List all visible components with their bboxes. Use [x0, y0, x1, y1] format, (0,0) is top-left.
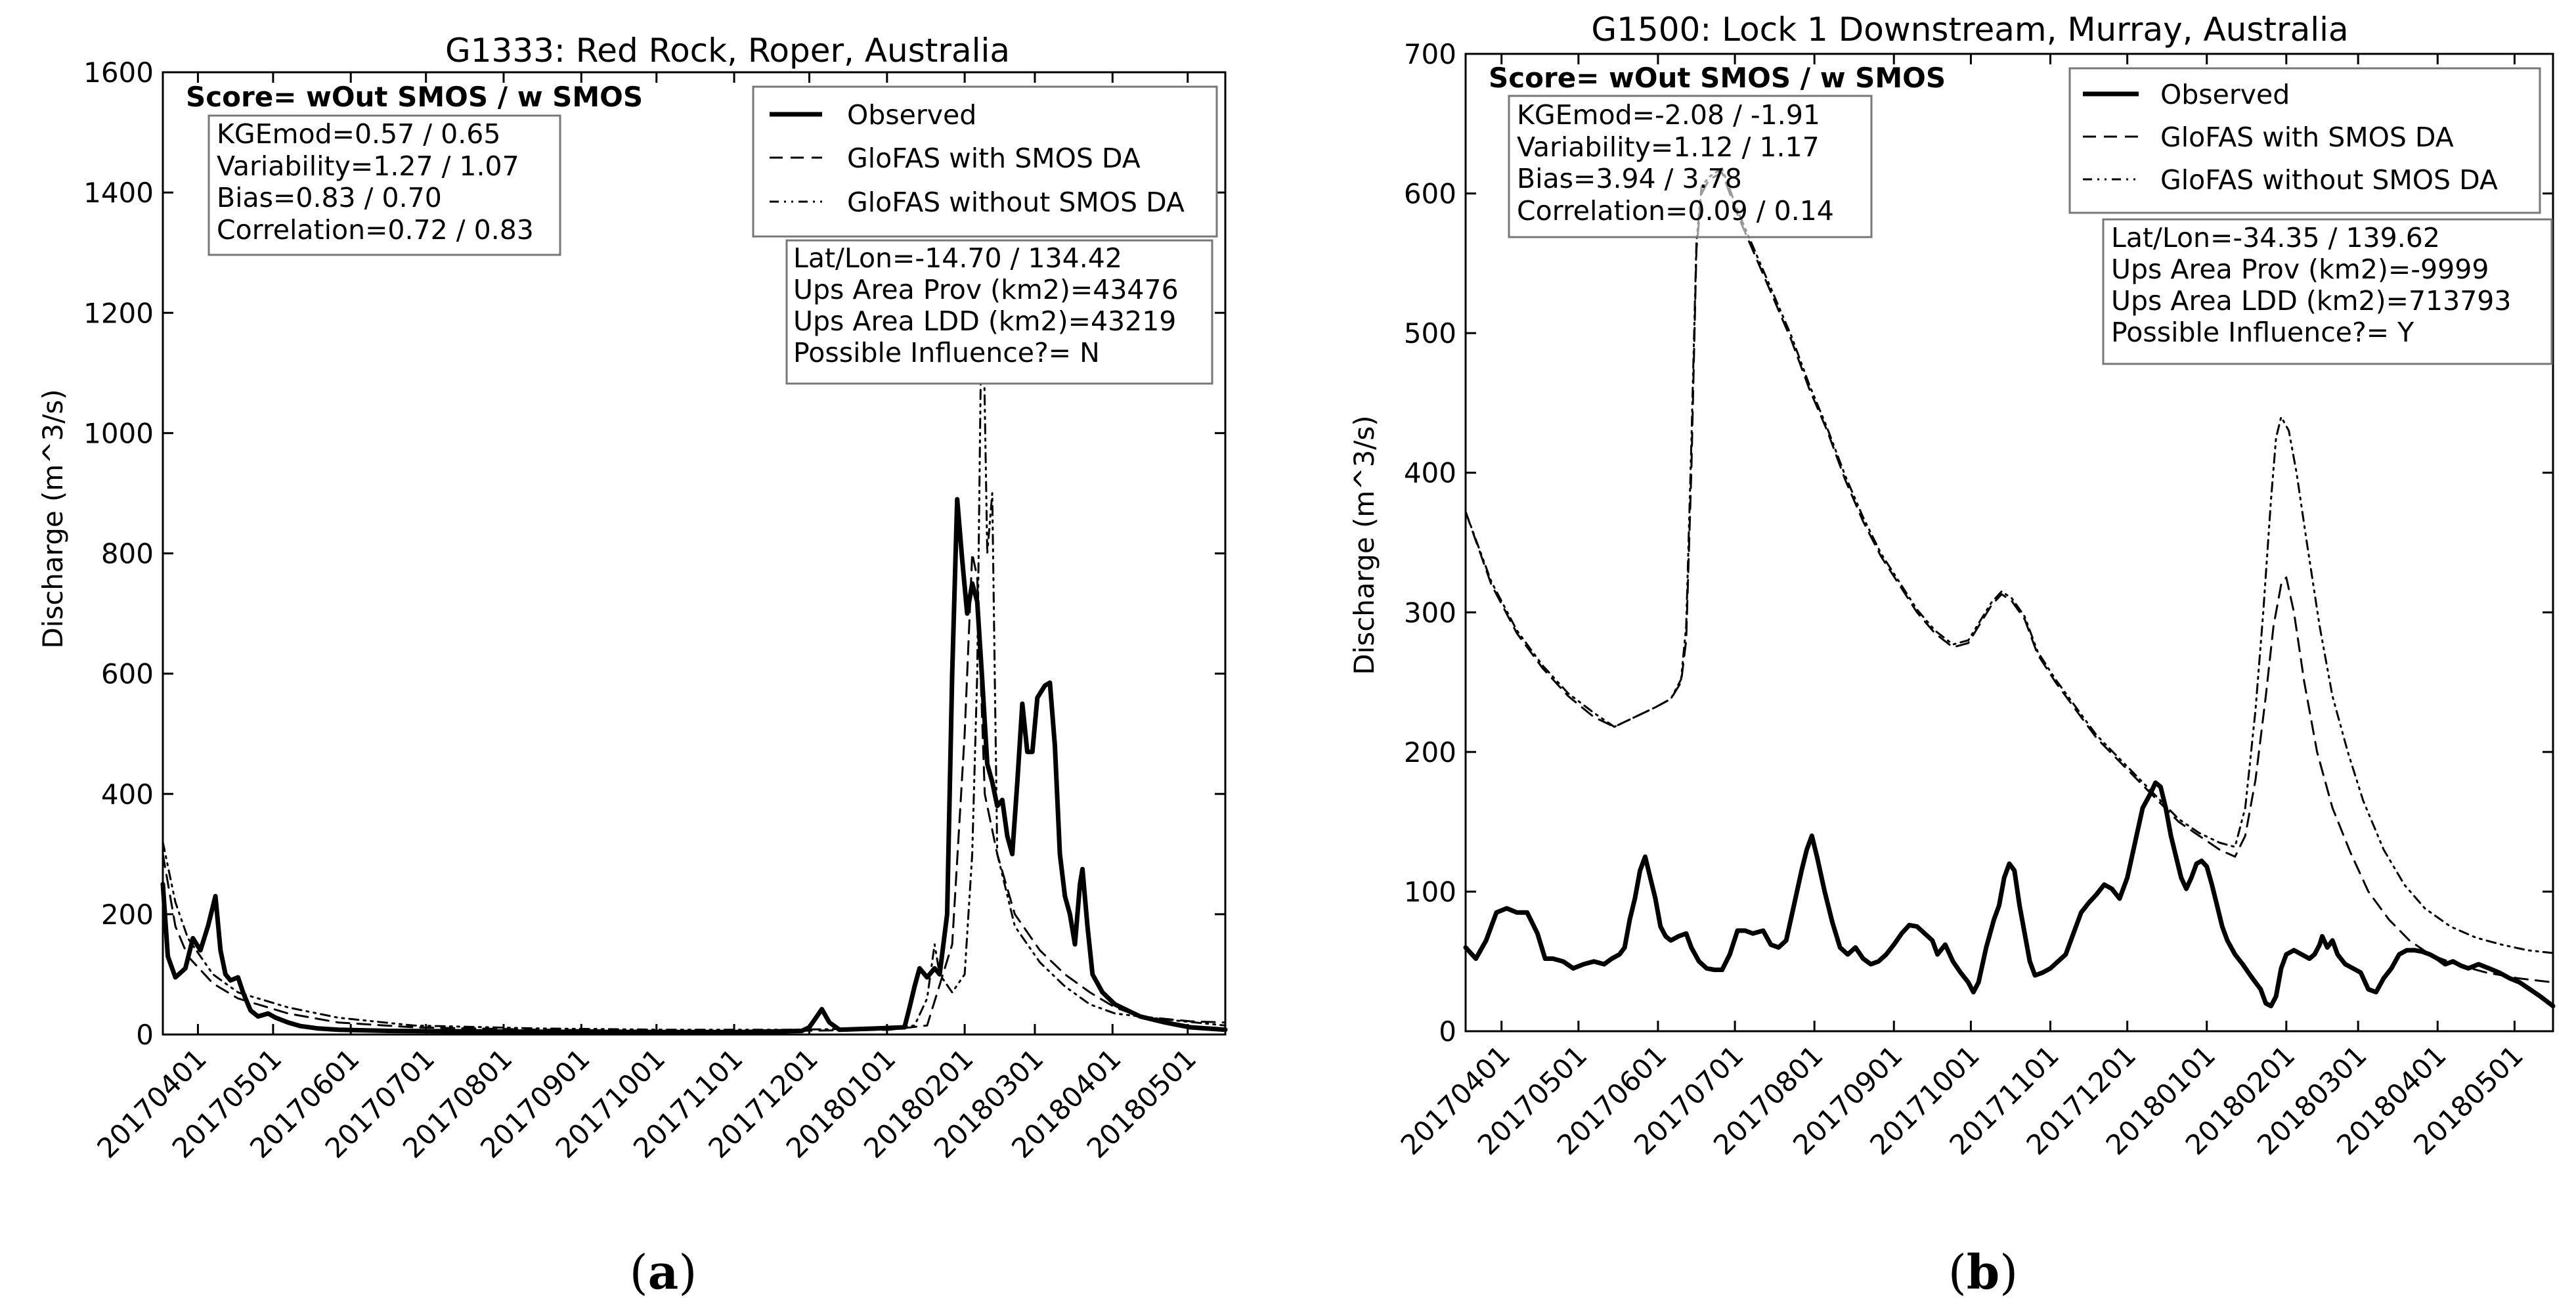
chart-a-legend-with-smos-label: GloFAS with SMOS DA [847, 143, 1141, 174]
chart-b-lines [1463, 167, 2556, 1009]
chart-a-info-area-prov: Ups Area Prov (km2)=43476 [793, 274, 1179, 305]
chart-b-scores-box [1508, 95, 1873, 238]
chart-b-legend-observed-label: Observed [2160, 79, 2290, 110]
chart-b-score-kge: KGEmod=-2.08 / -1.91 [1517, 99, 1820, 131]
chart-a-y-tick-label: 800 [101, 538, 154, 570]
chart-a-y-tick-label: 400 [101, 778, 154, 811]
chart-b: G1500: Lock 1 Downstream, Murray, Austra… [1348, 11, 2556, 1300]
chart-a-title: G1333: Red Rock, Roper, Australia [445, 32, 1010, 70]
chart-a-y-tick-label: 1200 [83, 297, 154, 329]
chart-a-panel-label: (a) [630, 1244, 697, 1300]
chart-a-y-axis-label: Discharge (m^3/s) [37, 389, 69, 648]
chart-a-y-tick-label: 600 [101, 658, 154, 690]
chart-a-score-variability: Variability=1.27 / 1.07 [217, 150, 519, 182]
chart-a-score-title: Score= wOut SMOS / w SMOS [186, 81, 643, 113]
chart-a-score-bias: Bias=0.83 / 0.70 [217, 182, 442, 213]
chart-a-panel-letter: a [648, 1244, 679, 1300]
chart-a-plot-frame [162, 71, 1227, 1036]
chart-b-legend-with-smos-label: GloFAS with SMOS DA [2160, 122, 2454, 153]
chart-b-score-correlation: Correlation=0.09 / 0.14 [1517, 195, 1834, 227]
chart-b-score-variability: Variability=1.12 / 1.17 [1517, 131, 1820, 163]
chart-a-info-latlon: Lat/Lon=-14.70 / 134.42 [793, 242, 1122, 274]
chart-a-legend-without-smos-label: GloFAS without SMOS DA [847, 187, 1185, 218]
chart-b-y-tick-label: 200 [1404, 736, 1456, 768]
chart-a-legend [752, 85, 1218, 238]
chart-a-y-ticks: 0 200 400 600 800 1000 1200 1400 1600 [83, 56, 1225, 1051]
chart-b-info-area-ldd: Ups Area LDD (km2)=713793 [2111, 285, 2511, 317]
chart-b-score-bias: Bias=3.94 / 3.78 [1517, 163, 1742, 194]
chart-b-y-tick-label: 500 [1404, 317, 1456, 349]
chart-b-panel-label: (b) [1948, 1244, 2019, 1300]
chart-a-legend-observed-label: Observed [847, 99, 976, 131]
chart-a: G1333: Red Rock, Roper, Australia Discha… [37, 32, 1228, 1300]
chart-b-y-ticks: 0 100 200 300 400 500 600 700 [1404, 38, 2553, 1048]
chart-b-y-tick-label: 600 [1404, 178, 1456, 210]
chart-b-y-tick-label: 700 [1404, 38, 1456, 70]
chart-b-y-tick-label: 300 [1404, 596, 1456, 629]
chart-a-info-influence: Possible Influence?= N [793, 337, 1100, 368]
chart-b-title: G1500: Lock 1 Downstream, Murray, Austra… [1591, 11, 2348, 49]
chart-a-y-tick-label: 1600 [83, 56, 154, 89]
chart-b-y-tick-label: 0 [1439, 1015, 1456, 1048]
chart-b-legend [2068, 67, 2541, 214]
chart-a-info-area-ldd: Ups Area LDD (km2)=43219 [793, 305, 1176, 337]
chart-b-info-box [2102, 218, 2553, 365]
chart-b-score-title: Score= wOut SMOS / w SMOS [1489, 62, 1946, 94]
chart-b-series-glofas-without-smos-da [1464, 167, 2554, 954]
chart-b-info-influence: Possible Influence?= Y [2111, 317, 2414, 348]
chart-b-info-latlon: Lat/Lon=-34.35 / 139.62 [2111, 222, 2440, 254]
chart-b-panel-letter: b [1967, 1244, 1999, 1300]
chart-a-series-glofas-without-smos-da [162, 252, 1227, 1031]
chart-b-info-area-prov: Ups Area Prov (km2)=-9999 [2111, 254, 2489, 285]
chart-a-y-tick-label: 1400 [83, 177, 154, 209]
chart-a-info-box [785, 239, 1213, 385]
chart-b-y-tick-label: 400 [1404, 457, 1456, 489]
chart-b-y-axis-label: Discharge (m^3/s) [1348, 415, 1380, 675]
chart-a-lines [160, 252, 1228, 1035]
chart-a-y-tick-label: 0 [136, 1019, 154, 1051]
chart-b-plot-frame [1464, 53, 2554, 1033]
chart-a-y-tick-label: 1000 [83, 417, 154, 449]
chart-a-series-observed [160, 497, 1228, 1035]
chart-a-score-correlation: Correlation=0.72 / 0.83 [217, 214, 534, 246]
chart-b-y-tick-label: 100 [1404, 876, 1456, 908]
chart-b-series-observed [1463, 780, 2556, 1009]
chart-a-score-kge: KGEmod=0.57 / 0.65 [217, 118, 500, 150]
chart-a-y-tick-label: 200 [101, 899, 154, 931]
chart-a-scores-box [207, 114, 561, 256]
chart-b-legend-without-smos-label: GloFAS without SMOS DA [2160, 164, 2498, 196]
chart-b-series-glofas-with-smos-da [1464, 171, 2554, 984]
chart-a-series-glofas-with-smos-da [162, 552, 1227, 1032]
